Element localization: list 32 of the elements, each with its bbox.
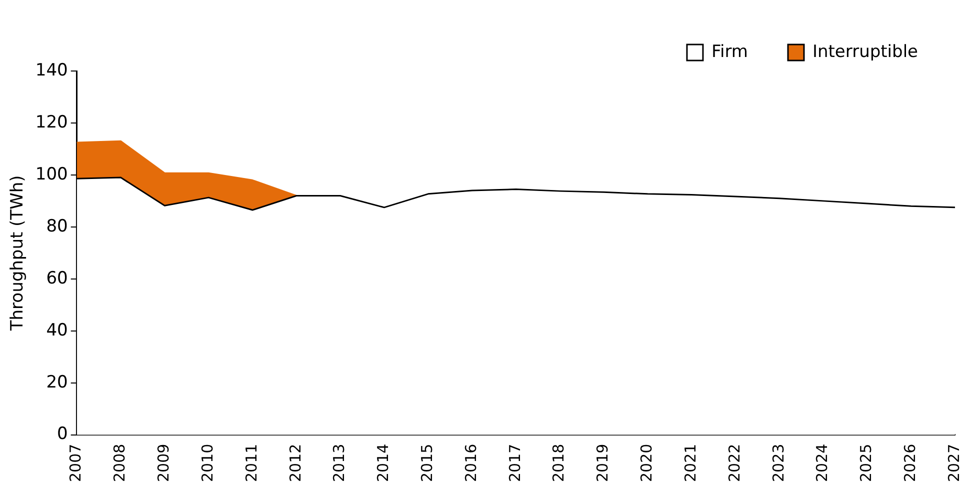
y-tick-label: 40	[46, 320, 68, 340]
y-tick-label: 20	[46, 372, 68, 392]
x-tick-label: 2021	[681, 444, 700, 482]
x-tick-label: 2007	[66, 444, 85, 482]
y-axis-title: Throughput (TWh)	[8, 175, 28, 332]
x-tick-label: 2017	[506, 444, 524, 482]
x-tick-label: 2009	[154, 444, 173, 482]
x-tick-label: 2025	[857, 444, 876, 482]
x-tick-label: 2019	[594, 444, 612, 482]
x-tick-label: 2020	[638, 444, 656, 482]
y-tick-label: 140	[35, 60, 68, 80]
x-tick-label: 2022	[725, 444, 744, 482]
x-tick-label: 2023	[769, 444, 788, 482]
x-tick-label: 2010	[198, 444, 216, 482]
x-tick-label: 2027	[944, 444, 963, 482]
x-tick-label: 2012	[286, 444, 304, 482]
x-tick-label: 2016	[462, 444, 480, 482]
y-tick-label: 80	[46, 216, 68, 236]
y-tick-label: 60	[46, 268, 68, 288]
x-tick-label: 2026	[900, 444, 919, 482]
x-tick-label: 2008	[110, 444, 129, 482]
legend-label: Interruptible	[812, 42, 918, 62]
x-tick-label: 2011	[242, 444, 260, 482]
y-tick-label: 100	[35, 164, 68, 184]
x-tick-label: 2014	[374, 444, 392, 482]
x-tick-label: 2015	[418, 444, 436, 482]
x-tick-label: 2013	[330, 444, 348, 482]
y-tick-label: 120	[35, 112, 68, 132]
legend-label: Firm	[711, 42, 748, 62]
y-tick-label: 0	[57, 424, 68, 444]
x-tick-label: 2024	[813, 444, 832, 482]
x-tick-label: 2018	[550, 444, 568, 482]
